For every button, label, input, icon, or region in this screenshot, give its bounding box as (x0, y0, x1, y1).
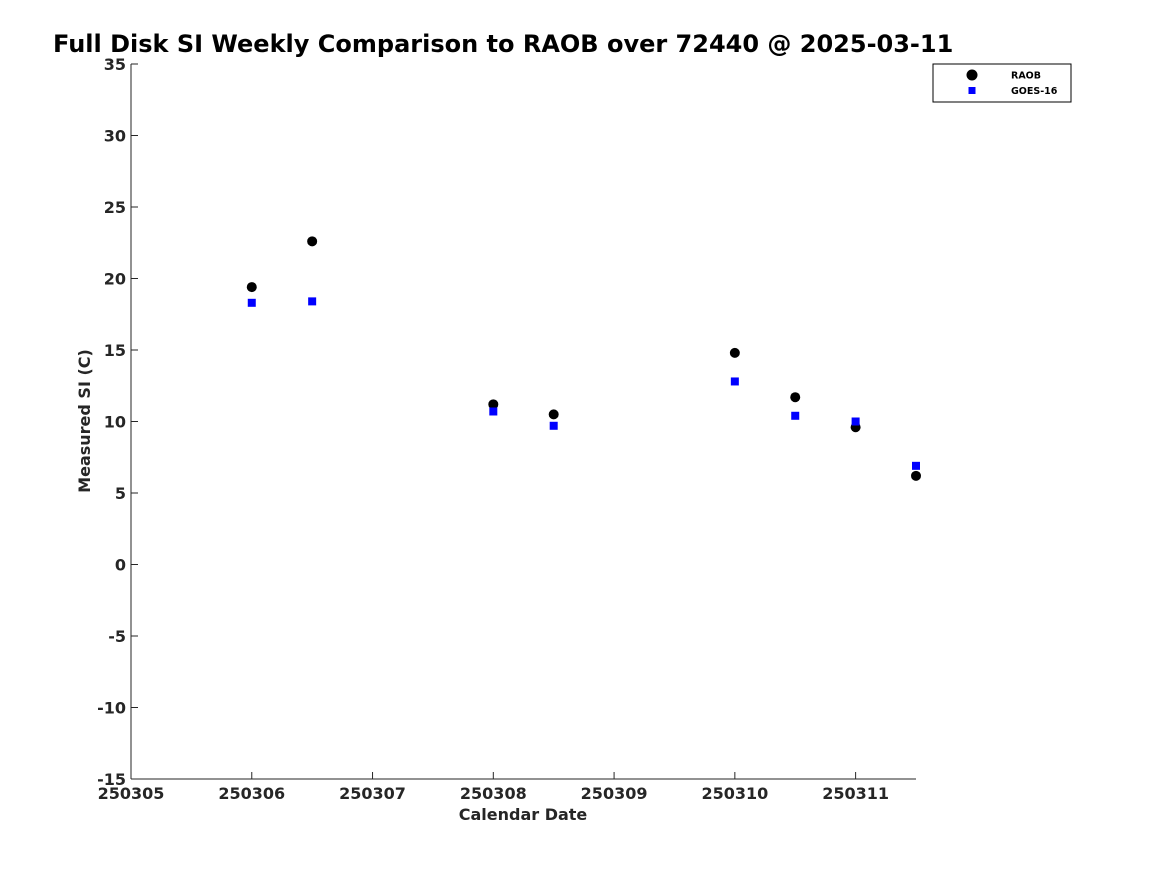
legend-label-raob: RAOB (1011, 71, 1041, 82)
y-tick-label: 30 (104, 127, 126, 146)
legend: RAOB GOES-16 (932, 63, 1072, 103)
point-raob (729, 347, 740, 358)
x-tick-label: 250305 (98, 784, 165, 803)
x-tick-label: 250310 (701, 784, 768, 803)
point-raob (790, 392, 801, 403)
point-goes16 (851, 417, 860, 426)
point-raob (911, 470, 921, 481)
point-raob (548, 409, 559, 420)
x-axis-label: Calendar Date (459, 805, 588, 824)
y-axis-label: Measured SI (C) (75, 349, 94, 493)
point-goes16 (489, 407, 498, 416)
legend-label-goes16: GOES-16 (1011, 86, 1058, 97)
point-goes16 (549, 421, 558, 430)
y-tick-label: -15 (97, 770, 126, 789)
x-ticks: 250305 250306 250307 250308 250309 250310 2503… (98, 772, 889, 803)
x-tick-label: 250307 (339, 784, 406, 803)
y-tick-label: 20 (104, 270, 126, 289)
legend-marker-raob (966, 69, 978, 81)
x-tick-label: 250308 (460, 784, 527, 803)
y-tick-label: 15 (104, 341, 126, 360)
y-tick-label: -10 (97, 699, 126, 718)
point-goes16 (308, 297, 317, 306)
point-raob (307, 236, 318, 247)
data-points (246, 236, 921, 481)
plot-area (130, 64, 916, 780)
y-tick-label: 5 (115, 484, 126, 503)
legend-marker-goes16 (968, 87, 976, 94)
y-tick-label: 0 (115, 556, 126, 575)
x-tick-label: 250306 (218, 784, 285, 803)
point-raob (488, 399, 499, 410)
y-tick-label: -5 (108, 627, 126, 646)
chart-title: Full Disk SI Weekly Comparison to RAOB o… (53, 30, 953, 58)
point-goes16 (912, 461, 920, 470)
x-tick-label: 250311 (822, 784, 889, 803)
x-tick-label: 250309 (581, 784, 648, 803)
y-ticks: 35 30 25 20 15 10 5 0 -5 -10 -15 (97, 55, 138, 789)
point-goes16 (247, 298, 256, 307)
y-tick-label: 25 (104, 198, 126, 217)
y-tick-label: 35 (104, 55, 126, 74)
point-goes16 (791, 411, 800, 420)
legend-box (932, 63, 1072, 103)
y-tick-label: 10 (104, 413, 126, 432)
point-goes16 (730, 377, 739, 386)
point-raob (246, 282, 257, 293)
